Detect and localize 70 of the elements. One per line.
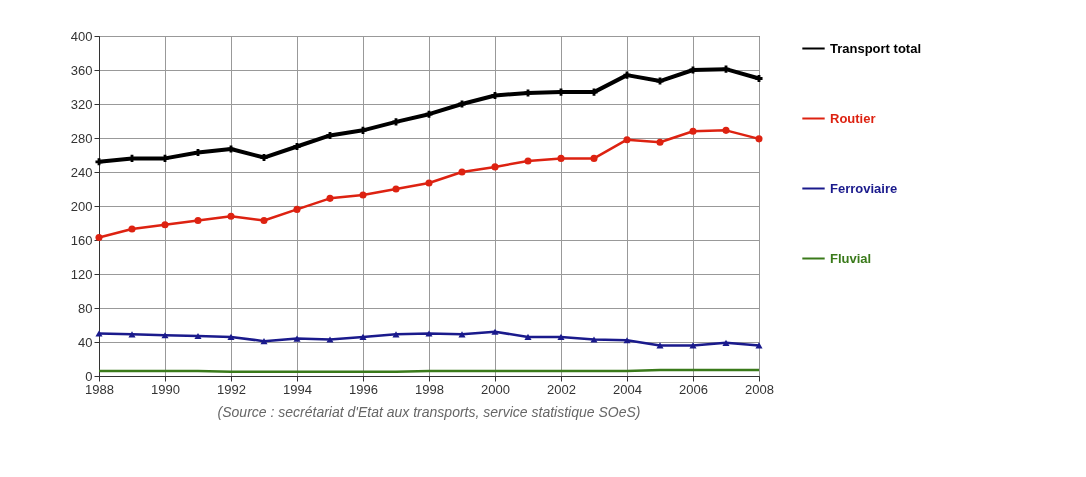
point	[656, 138, 664, 146]
point	[128, 225, 136, 233]
point	[722, 339, 730, 346]
y-tick-label: 80	[78, 300, 93, 316]
point	[359, 191, 367, 199]
point	[161, 221, 169, 229]
point	[392, 185, 400, 193]
x-tick-label: 2004	[613, 381, 642, 397]
point	[293, 205, 301, 213]
point	[260, 154, 268, 162]
point	[524, 333, 532, 340]
y-tick-label: 160	[70, 232, 93, 248]
y-tick-label: 320	[70, 96, 93, 112]
point	[491, 163, 499, 171]
point	[194, 332, 202, 340]
x-tick-label: 2002	[547, 381, 576, 397]
point	[557, 154, 565, 162]
point	[623, 136, 631, 144]
y-tick-label: 120	[70, 266, 93, 282]
y-tick-label: 400	[70, 28, 93, 44]
x-tick-label: 2006	[679, 381, 708, 397]
point	[227, 333, 235, 340]
x-tick-label: 1990	[151, 381, 180, 397]
point	[623, 71, 631, 79]
x-tick-label: 1998	[415, 381, 444, 397]
x-tick-label: 1994	[283, 381, 312, 397]
point	[95, 330, 103, 337]
x-tick-label: 1988	[85, 381, 114, 397]
y-tick-label: 240	[70, 164, 93, 180]
point	[326, 194, 334, 202]
point	[293, 142, 301, 151]
point	[260, 216, 268, 224]
point	[590, 336, 598, 343]
x-tick-label: 1996	[349, 381, 378, 397]
y-tick-label: 360	[70, 62, 93, 78]
point	[95, 233, 103, 241]
text: (Source : secrétariat d'Etat aux transports, service statistique SOeS)	[217, 404, 641, 420]
point	[524, 157, 532, 165]
point	[722, 126, 730, 134]
y-tick-label: 280	[70, 130, 93, 146]
point	[590, 154, 598, 162]
legend-label: Routier	[830, 110, 876, 126]
point	[458, 168, 466, 176]
y-tick-label: 0	[85, 368, 93, 384]
point	[95, 158, 103, 166]
point	[425, 330, 433, 337]
point	[755, 135, 763, 143]
x-tick-label: 1992	[217, 381, 246, 397]
y-tick-label: 200	[70, 198, 93, 214]
point	[227, 212, 235, 220]
point	[425, 179, 433, 187]
x-tick-label: 2000	[481, 381, 510, 397]
legend-label: Fluvial	[830, 250, 872, 266]
point	[359, 333, 367, 340]
point	[689, 127, 697, 135]
point	[194, 216, 202, 224]
point	[293, 335, 301, 342]
legend-label: Ferroviaire	[830, 180, 898, 196]
point	[722, 65, 730, 73]
point	[161, 332, 169, 339]
point	[755, 74, 763, 83]
y-tick-label: 40	[78, 334, 93, 350]
point	[260, 338, 268, 345]
point	[557, 333, 565, 340]
point	[425, 110, 433, 118]
legend-label: Transport total	[830, 40, 922, 56]
point	[392, 118, 400, 126]
point	[326, 336, 334, 343]
point	[491, 328, 499, 335]
x-tick-label: 2008	[745, 381, 774, 397]
